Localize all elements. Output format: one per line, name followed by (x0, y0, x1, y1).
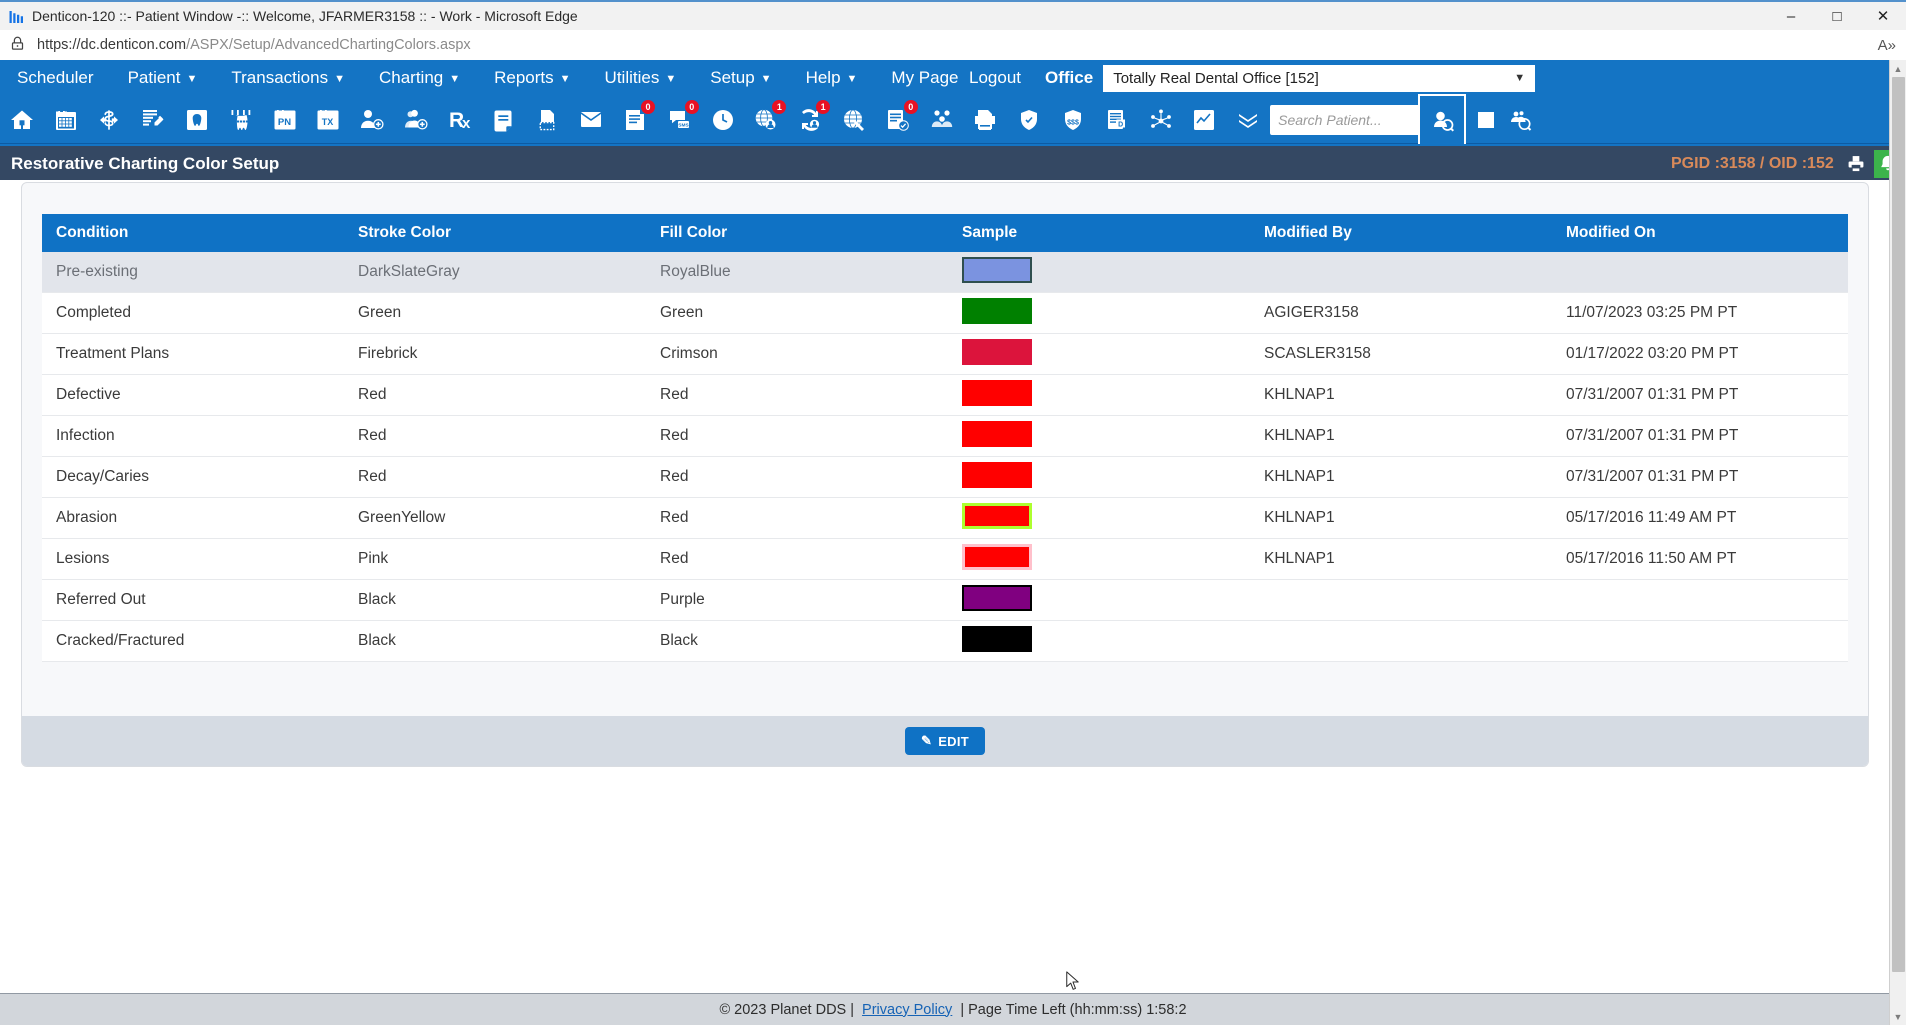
svg-text:PN: PN (278, 117, 291, 128)
svg-text:SMS: SMS (678, 122, 689, 128)
svg-text:x: x (462, 115, 471, 132)
svg-text:$$$: $$$ (1067, 119, 1079, 126)
svg-text:TX: TX (322, 117, 334, 127)
svg-text:D: D (1118, 121, 1123, 128)
